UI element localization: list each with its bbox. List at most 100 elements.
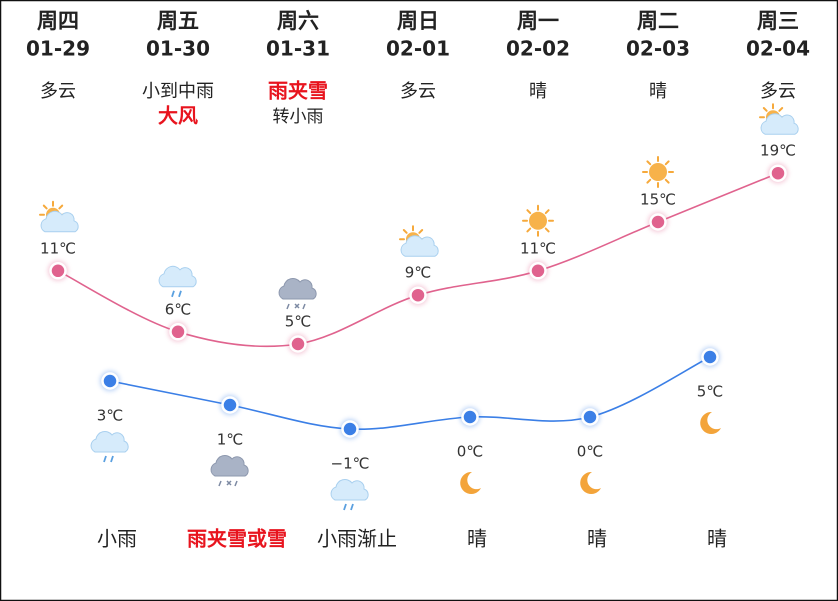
- day-weather: 大风: [158, 104, 198, 128]
- sun-ray: [762, 107, 768, 112]
- temp-label: 1℃: [217, 431, 243, 449]
- rain-drop: [178, 290, 182, 298]
- sleet: [218, 480, 238, 487]
- rain-drop: [110, 455, 114, 463]
- rain-drop: [343, 503, 347, 511]
- sun-ray: [418, 229, 424, 234]
- temp-label: 0℃: [457, 443, 483, 461]
- date: 02-04: [746, 37, 810, 61]
- day-weather: 转小雨: [273, 107, 324, 127]
- temp-dot: [169, 323, 187, 341]
- weather-icon: [642, 156, 674, 188]
- temp-label: 11℃: [40, 239, 76, 257]
- date: 02-01: [386, 37, 450, 61]
- sun-ray: [646, 160, 652, 166]
- sun-ray: [42, 204, 48, 210]
- weekday: 周二: [637, 9, 679, 33]
- weather-icon: [330, 479, 369, 511]
- weekday: 周五: [157, 9, 199, 33]
- weather-icon: [210, 455, 249, 487]
- temp-dot: [701, 348, 719, 366]
- temp-dot: [769, 164, 787, 182]
- weekday: 周六: [277, 9, 319, 33]
- date: 02-03: [626, 37, 690, 61]
- day-weather: 多云: [400, 81, 436, 102]
- temp-label: 19℃: [760, 142, 796, 160]
- night-weather: 晴: [707, 527, 727, 551]
- sun-ray: [664, 160, 670, 166]
- cloud: [400, 235, 439, 257]
- rain-drop: [103, 455, 107, 463]
- temp-dot: [289, 335, 307, 353]
- temp-dot: [409, 286, 427, 304]
- date: 02-02: [506, 37, 570, 61]
- sun-ray: [544, 209, 550, 215]
- temp-label: 0℃: [577, 443, 603, 461]
- weekday: 周一: [517, 9, 559, 33]
- day-weather: 晴: [529, 81, 547, 102]
- weekday: 周三: [757, 9, 799, 33]
- temp-dot: [461, 408, 479, 426]
- temp-label: 11℃: [520, 239, 556, 257]
- weather-icon: [399, 225, 439, 257]
- date: 01-29: [26, 37, 90, 61]
- sun-ray: [58, 204, 64, 210]
- temp-dot: [341, 420, 359, 438]
- moon: [700, 411, 721, 434]
- cloud: [90, 431, 129, 453]
- sun-ray: [402, 229, 408, 234]
- weather-icon: [759, 103, 799, 135]
- cloud: [278, 278, 317, 300]
- temp-label: 3℃: [97, 407, 123, 425]
- night-weather: 小雨渐止: [317, 527, 397, 551]
- weather-icon: [580, 471, 601, 494]
- temp-label: 9℃: [405, 264, 431, 282]
- sun-ray: [526, 209, 532, 215]
- cloud: [40, 210, 79, 233]
- cloud: [330, 479, 369, 501]
- rain-drop: [171, 290, 175, 298]
- moon: [580, 471, 601, 494]
- weekday: 周日: [397, 9, 439, 33]
- sun-ray: [544, 227, 550, 233]
- day-weather: 多云: [40, 81, 76, 102]
- weather-icon: [158, 265, 197, 298]
- night-weather: 晴: [587, 527, 607, 551]
- weather-icon: [90, 431, 129, 463]
- day-weather: 多云: [760, 81, 796, 102]
- temp-label: 6℃: [165, 300, 191, 318]
- weather-icon: [522, 204, 554, 237]
- temp-dot: [649, 213, 667, 231]
- day-weather: 雨夹雪: [268, 79, 328, 103]
- sun-ray: [778, 107, 784, 112]
- night-weather: 小雨: [97, 527, 137, 551]
- sun-ray: [646, 178, 652, 184]
- temp-dot: [101, 372, 119, 390]
- moon: [460, 471, 481, 494]
- date: 01-31: [266, 37, 330, 61]
- cloud: [210, 455, 249, 477]
- cloud: [158, 265, 197, 288]
- sun: [649, 163, 667, 181]
- temp-label: 5℃: [697, 383, 723, 401]
- day-weather: 小到中雨: [142, 81, 214, 102]
- temp-dot: [49, 262, 67, 280]
- temp-dot: [581, 408, 599, 426]
- cloud: [760, 113, 799, 135]
- temp-line: [109, 356, 711, 431]
- temp-dot: [529, 262, 547, 280]
- weekday: 周四: [37, 9, 79, 33]
- weather-icon: [700, 411, 721, 434]
- night-weather: 雨夹雪或雪: [187, 527, 287, 551]
- temp-label: 15℃: [640, 191, 676, 209]
- temp-dot: [221, 396, 239, 414]
- weather-icon: [39, 200, 79, 233]
- temp-label: 5℃: [285, 313, 311, 331]
- rain-drop: [350, 503, 354, 511]
- weather-icon: [278, 278, 317, 310]
- sun-ray: [526, 227, 532, 233]
- weather-icon: [460, 471, 481, 494]
- date: 01-30: [146, 37, 210, 61]
- sun-ray: [664, 178, 670, 184]
